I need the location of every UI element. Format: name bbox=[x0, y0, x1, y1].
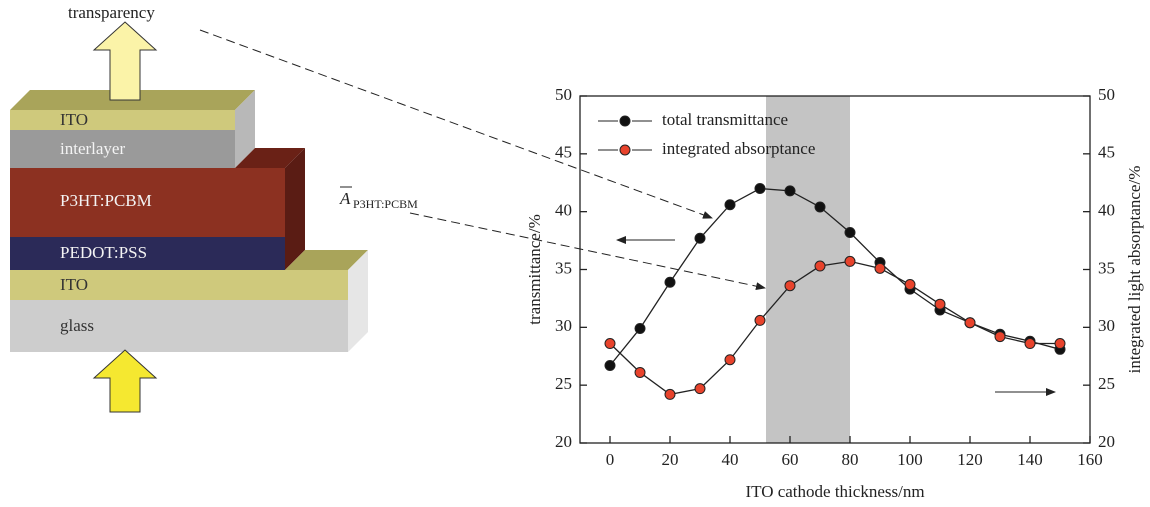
data-point bbox=[875, 263, 885, 273]
y2-tick-label: 50 bbox=[1098, 85, 1115, 104]
y2-tick-label: 30 bbox=[1098, 316, 1115, 335]
x-tick-label: 20 bbox=[662, 450, 679, 469]
data-point bbox=[695, 384, 705, 394]
top-label: transparency bbox=[68, 3, 155, 22]
legend-label: integrated absorptance bbox=[662, 139, 815, 158]
y2-tick-label: 45 bbox=[1098, 143, 1115, 162]
y2-tick-label: 25 bbox=[1098, 374, 1115, 393]
legend-marker bbox=[620, 145, 630, 155]
y-axis-label: transmittance/% bbox=[525, 214, 544, 324]
layer-label: PEDOT:PSS bbox=[60, 243, 147, 262]
x-tick-label: 0 bbox=[606, 450, 615, 469]
data-point bbox=[845, 227, 855, 237]
data-point bbox=[605, 339, 615, 349]
figure: ITO interlayer P3HT:PCBM PEDOT:PSS ITO g… bbox=[0, 0, 1150, 507]
x-tick-label: 160 bbox=[1077, 450, 1103, 469]
data-point bbox=[665, 277, 675, 287]
layer-stack: ITO interlayer P3HT:PCBM PEDOT:PSS ITO g… bbox=[10, 90, 368, 352]
y-tick-label: 40 bbox=[555, 201, 572, 220]
y-tick-label: 45 bbox=[555, 143, 572, 162]
data-point bbox=[1055, 339, 1065, 349]
y-tick-label: 50 bbox=[555, 85, 572, 104]
data-point bbox=[755, 184, 765, 194]
x-tick-label: 80 bbox=[842, 450, 859, 469]
y2-axis-label: integrated light absorptance/% bbox=[1125, 166, 1144, 374]
light-arrow bbox=[94, 22, 156, 100]
x-tick-label: 140 bbox=[1017, 450, 1043, 469]
data-point bbox=[995, 332, 1005, 342]
data-point bbox=[785, 186, 795, 196]
layer-label: P3HT:PCBM bbox=[60, 191, 152, 210]
y2-tick-label: 35 bbox=[1098, 258, 1115, 277]
data-point bbox=[935, 299, 945, 309]
data-point bbox=[815, 261, 825, 271]
data-point bbox=[725, 355, 735, 365]
x-tick-label: 120 bbox=[957, 450, 983, 469]
data-point bbox=[635, 367, 645, 377]
annotation-subscript: P3HT:PCBM bbox=[353, 197, 418, 211]
y2-tick-label: 20 bbox=[1098, 432, 1115, 451]
x-tick-label: 40 bbox=[722, 450, 739, 469]
light-arrow bbox=[94, 350, 156, 412]
x-axis-label: ITO cathode thickness/nm bbox=[745, 482, 924, 501]
layer-label: interlayer bbox=[60, 139, 125, 158]
layer-label: glass bbox=[60, 316, 94, 335]
y-tick-label: 25 bbox=[555, 374, 572, 393]
data-point bbox=[725, 200, 735, 210]
data-point bbox=[605, 361, 615, 371]
y-tick-label: 35 bbox=[555, 258, 572, 277]
data-point bbox=[635, 323, 645, 333]
legend-marker bbox=[620, 116, 630, 126]
data-point bbox=[755, 315, 765, 325]
data-point bbox=[965, 318, 975, 328]
x-tick-label: 60 bbox=[782, 450, 799, 469]
data-point bbox=[665, 389, 675, 399]
y-tick-label: 20 bbox=[555, 432, 572, 451]
layer-label: ITO bbox=[60, 275, 88, 294]
data-point bbox=[845, 256, 855, 266]
data-point bbox=[695, 233, 705, 243]
legend-label: total transmittance bbox=[662, 110, 788, 129]
data-point bbox=[815, 202, 825, 212]
y2-tick-label: 40 bbox=[1098, 201, 1115, 220]
data-point bbox=[785, 281, 795, 291]
layer-label: ITO bbox=[60, 110, 88, 129]
data-point bbox=[1025, 339, 1035, 349]
y-tick-label: 30 bbox=[555, 316, 572, 335]
x-tick-label: 100 bbox=[897, 450, 923, 469]
data-point bbox=[905, 280, 915, 290]
annotation-symbol: A bbox=[339, 189, 351, 208]
